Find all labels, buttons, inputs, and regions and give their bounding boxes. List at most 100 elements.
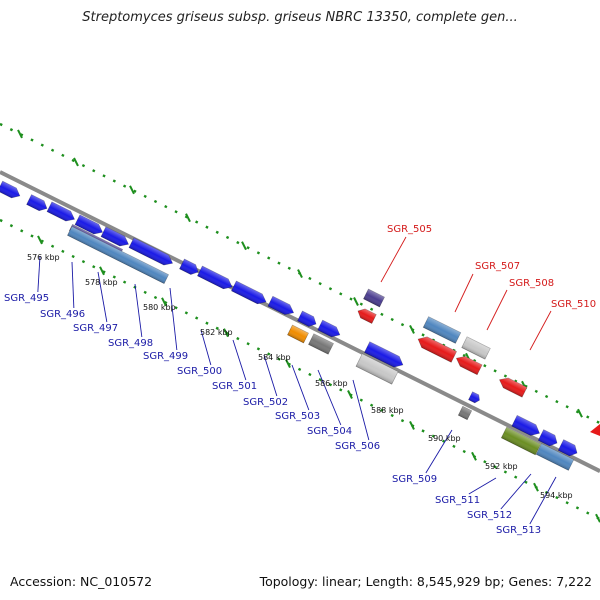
gene-sgr-501[interactable]	[179, 258, 200, 277]
gene-label: SGR_508	[509, 278, 554, 289]
label-leader	[317, 369, 342, 426]
label-leader	[529, 310, 552, 351]
label-leader	[291, 364, 310, 411]
accession-text: Accession: NC_010572	[10, 574, 153, 589]
gene-label: SGR_497	[73, 323, 118, 334]
gene-label: SGR_509	[392, 474, 437, 485]
gene-label: SGR_496	[40, 309, 85, 320]
label-leader	[169, 287, 178, 351]
genome-title: Streptomyces griseus subsp. griseus NBRC…	[82, 10, 518, 25]
gene-sgr-513[interactable]	[557, 439, 579, 459]
gene-label: SGR_503	[275, 411, 320, 422]
gene-label: SGR_495	[4, 293, 49, 304]
kbp-label: 580 kbp	[143, 303, 176, 312]
track-tick	[99, 266, 105, 276]
gene-sgr-499[interactable]	[100, 226, 131, 249]
gene-sgr-495[interactable]	[0, 180, 22, 201]
track-tick	[241, 241, 247, 251]
kbp-label: 588 kbp	[371, 406, 404, 415]
gene-label: SGR_502	[243, 397, 288, 408]
track-tick	[17, 129, 23, 139]
track-tick	[285, 359, 291, 369]
gene-sgr-497[interactable]	[46, 201, 77, 224]
label-leader	[425, 429, 453, 474]
gene-sgr-512[interactable]	[537, 429, 559, 449]
label-leader	[97, 271, 108, 323]
gene-steelblue-stack[interactable]	[67, 226, 169, 284]
gene-sgr-500[interactable]	[128, 237, 175, 268]
gene-green-511[interactable]	[500, 426, 542, 456]
gene-label: SGR_504	[307, 426, 352, 437]
track-tick	[595, 513, 600, 523]
track-tick	[297, 269, 303, 279]
gene-sgr-505[interactable]	[356, 307, 377, 324]
label-leader	[468, 477, 497, 495]
gene-sgr-503[interactable]	[231, 280, 268, 307]
track-tick	[73, 157, 79, 167]
gene-features[interactable]	[0, 180, 600, 471]
gene-sgr-511[interactable]	[511, 414, 542, 438]
label-leaders	[37, 236, 557, 525]
track-tick	[409, 420, 415, 430]
track-tick	[577, 408, 583, 418]
track-tick	[471, 451, 477, 461]
kbp-label: 590 kbp	[428, 434, 461, 443]
gene-steelblue-507[interactable]	[422, 316, 462, 344]
gene-sgr-496[interactable]	[26, 194, 50, 214]
gene-labels: 576 kbp 578 kbp 580 kbp 582 kbp 584 kbp 586 k…	[4, 224, 596, 536]
gene-orange-503[interactable]	[287, 324, 309, 344]
gene-label: SGR_513	[496, 525, 541, 536]
track-tick	[185, 213, 191, 223]
gene-sgr-509[interactable]	[468, 391, 482, 405]
kbp-label: 576 kbp	[27, 253, 60, 262]
label-leader	[500, 473, 532, 510]
label-leader	[263, 354, 278, 397]
label-leader	[454, 273, 474, 313]
inner-track-dots	[0, 218, 600, 521]
gene-label: SGR_498	[108, 338, 153, 349]
kbp-label: 592 kbp	[485, 462, 518, 471]
gene-sgr-508[interactable]	[454, 353, 483, 376]
gene-gray-504[interactable]	[308, 333, 334, 355]
gene-sgr-504[interactable]	[267, 295, 296, 317]
gene-steelblue-512[interactable]	[535, 443, 575, 471]
gene-label: SGR_500	[177, 366, 222, 377]
gene-label: SGR_501	[212, 381, 257, 392]
gene-gray-509[interactable]	[457, 405, 473, 421]
label-leader	[486, 289, 508, 331]
gene-offscreen-red[interactable]	[590, 424, 600, 436]
gene-sgr-507[interactable]	[415, 334, 457, 363]
topology-text: Topology: linear; Length: 8,545,929 bp; …	[259, 574, 592, 589]
track-tick	[37, 235, 43, 245]
kbp-label: 586 kbp	[315, 379, 348, 388]
gene-purple-505[interactable]	[363, 288, 385, 308]
label-leader	[529, 476, 557, 525]
gene-lightgray-506[interactable]	[355, 353, 399, 385]
track-tick	[533, 482, 539, 492]
gene-label: SGR_510	[551, 299, 596, 310]
gene-sgr-506[interactable]	[364, 341, 405, 371]
label-leader	[352, 379, 370, 441]
track-tick	[161, 297, 167, 307]
gene-lightgray-508[interactable]	[461, 336, 491, 360]
gene-label: SGR_499	[143, 351, 188, 362]
track-tick	[347, 390, 353, 399]
label-leader	[232, 339, 247, 381]
gene-sgr-502[interactable]	[197, 265, 234, 292]
track-tick	[129, 185, 135, 195]
gene-label: SGR_505	[387, 224, 432, 235]
gene-sgr-504b[interactable]	[297, 310, 318, 329]
track-tick	[223, 328, 229, 338]
label-leader	[380, 236, 407, 283]
gene-sgr-498[interactable]	[74, 214, 105, 237]
label-leader	[71, 261, 75, 309]
gene-sgr-504c[interactable]	[317, 319, 343, 340]
gene-sgr-510[interactable]	[497, 375, 528, 398]
label-leader	[200, 329, 212, 366]
kbp-label: 594 kbp	[540, 491, 573, 500]
kbp-label: 584 kbp	[258, 353, 291, 362]
track-tick	[409, 324, 415, 334]
kbp-label: 578 kbp	[85, 278, 118, 287]
gene-label: SGR_507	[475, 261, 520, 272]
